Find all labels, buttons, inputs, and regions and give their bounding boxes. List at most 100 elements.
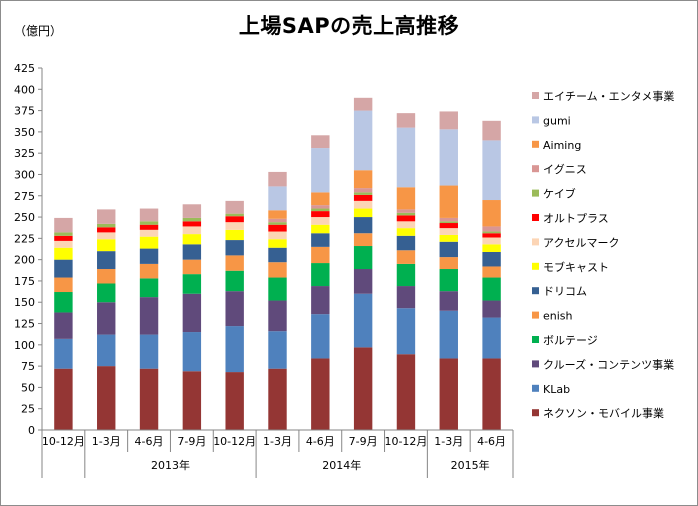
bar-segment xyxy=(311,358,330,430)
bar-segment xyxy=(225,326,244,373)
bar-segment xyxy=(268,331,287,369)
bar-segment xyxy=(396,286,416,309)
bar-segment xyxy=(268,368,287,430)
bar-segment xyxy=(482,120,501,141)
bar-segment xyxy=(182,371,202,430)
legend-swatch xyxy=(532,409,539,417)
y-tick-label: 425 xyxy=(14,62,35,75)
bar-segment xyxy=(97,227,116,233)
y-tick-label: 175 xyxy=(14,275,35,288)
bar-segment xyxy=(268,224,287,232)
x-tick-label: 1-3月 xyxy=(434,435,463,448)
legend-swatch xyxy=(532,189,539,197)
bar-segment xyxy=(182,293,202,333)
x-tick-label: 7-9月 xyxy=(349,435,378,448)
bar-segment xyxy=(268,277,287,301)
y-tick-label: 25 xyxy=(21,403,35,416)
bar-segment xyxy=(97,232,116,240)
bar-segment xyxy=(353,200,373,209)
bar-segment xyxy=(353,246,373,270)
legend-label: gumi xyxy=(543,114,571,127)
bar-segment xyxy=(182,226,202,235)
bar-segment xyxy=(311,246,330,264)
legend-swatch xyxy=(532,116,539,124)
legend-label: KLab xyxy=(543,383,570,396)
bar-segment xyxy=(182,259,202,275)
bar-segment xyxy=(311,233,330,247)
bar-segment xyxy=(268,186,287,211)
chart-title: 上場SAPの売上高推移 xyxy=(238,14,460,38)
bar-segment xyxy=(439,129,458,186)
bar-segment xyxy=(311,211,330,218)
bar-segment xyxy=(54,240,73,248)
legend-label: ネクソン・モバイル事業 xyxy=(543,407,664,420)
bar-segment xyxy=(268,231,287,240)
legend-label: ドリコム xyxy=(543,285,587,298)
bar-segment xyxy=(182,221,202,227)
bar-segment xyxy=(482,140,501,201)
bar-segment xyxy=(439,310,458,359)
y-axis-unit-label: （億円） xyxy=(14,24,63,38)
bar-segment xyxy=(225,291,244,327)
bar-segment xyxy=(268,239,287,248)
bar-segment xyxy=(54,217,73,233)
bar-segment xyxy=(139,236,159,249)
bar-segment xyxy=(139,334,159,369)
bar-segment xyxy=(97,269,116,284)
bar-segment xyxy=(482,251,501,267)
y-tick-label: 50 xyxy=(21,381,35,394)
bar-segment xyxy=(182,234,202,245)
bar-segment xyxy=(225,240,244,256)
bar-segment xyxy=(482,358,501,430)
bar-segment xyxy=(225,213,244,217)
bar-segment xyxy=(182,217,202,222)
bar-segment xyxy=(482,300,501,318)
bar-segment xyxy=(439,234,458,242)
legend-label: ボルテージ xyxy=(543,334,598,347)
x-tick-label: 4-6月 xyxy=(135,435,164,448)
bar-segment xyxy=(54,338,73,369)
bar-segment xyxy=(139,224,159,230)
bar-segment xyxy=(353,347,373,430)
y-tick-label: 75 xyxy=(21,360,35,373)
legend-label: enish xyxy=(543,310,573,323)
legend-swatch xyxy=(532,360,539,368)
bar-segment xyxy=(439,217,458,222)
bars xyxy=(54,97,501,430)
y-tick-label: 125 xyxy=(14,318,35,331)
legend-label: クルーズ・コンテンツ事業 xyxy=(543,357,674,371)
x-tick-label: 7-9月 xyxy=(177,435,206,448)
y-tick-label: 150 xyxy=(14,296,35,309)
y-tick-label: 250 xyxy=(14,211,35,224)
year-group-label: 2014年 xyxy=(322,458,361,472)
x-tick-label: 10-12月 xyxy=(384,435,427,448)
bar-segment xyxy=(139,278,159,298)
bar-segment xyxy=(311,205,330,209)
bar-segment xyxy=(311,263,330,287)
bar-segment xyxy=(311,314,330,359)
bar-segment xyxy=(268,262,287,278)
bar-segment xyxy=(396,308,416,355)
bar-segment xyxy=(353,194,373,201)
bar-segment xyxy=(439,269,458,292)
legend-label: モブキャスト xyxy=(543,260,609,274)
y-axis: 0 25 50 75 100 125 150 175 200 225 250 275 300 325 350… xyxy=(14,62,43,437)
bar-segment xyxy=(139,297,159,335)
bar-segment xyxy=(225,222,244,230)
y-tick-label: 275 xyxy=(14,190,35,203)
bar-segment xyxy=(311,217,330,225)
legend-swatch xyxy=(532,92,539,99)
bar-segment xyxy=(353,269,373,294)
bar-segment xyxy=(396,235,416,251)
bar-segment xyxy=(311,135,330,149)
bar-segment xyxy=(439,185,458,218)
bar-segment xyxy=(97,366,116,430)
bar-segment xyxy=(139,221,159,225)
bar-segment xyxy=(396,221,416,229)
x-tick-label: 4-6月 xyxy=(477,435,506,448)
bar-segment xyxy=(353,192,373,195)
bar-segment xyxy=(311,148,330,193)
bar-segment xyxy=(482,277,501,301)
bar-segment xyxy=(225,229,244,241)
x-tick-label: 4-6月 xyxy=(306,435,335,448)
